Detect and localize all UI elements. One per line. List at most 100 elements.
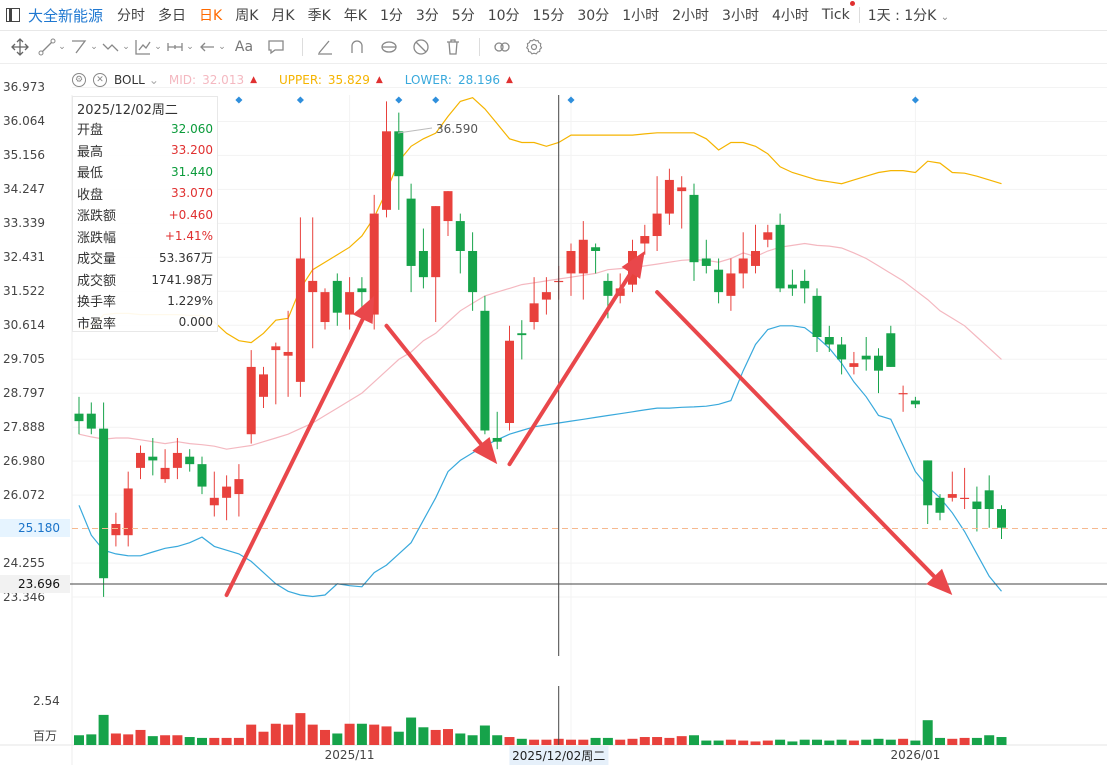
- crosshair-icon[interactable]: [6, 35, 34, 59]
- period-tab[interactable]: 年K: [343, 8, 367, 24]
- volume-bar: [455, 733, 466, 745]
- symbol-name[interactable]: 大全新能源: [28, 6, 104, 25]
- volume-bar: [947, 738, 958, 745]
- candle-body: [74, 413, 84, 422]
- period-tab[interactable]: 3小时: [722, 8, 759, 24]
- info-row: 最高 33.200: [73, 140, 217, 162]
- candle-body: [382, 131, 391, 210]
- volume-bar: [344, 723, 355, 745]
- candle-body: [332, 280, 342, 313]
- period-tab[interactable]: 周K: [235, 8, 259, 24]
- lower-value: 28.196: [457, 73, 500, 87]
- measure-icon[interactable]: ⌄: [166, 35, 194, 59]
- candle-body: [123, 488, 133, 536]
- candle-body: [308, 280, 318, 293]
- panel-toggle-icon[interactable]: [6, 8, 20, 22]
- volume-bar: [479, 725, 490, 745]
- chevron-down-icon: ⌄: [122, 42, 130, 52]
- volume-bar: [504, 737, 515, 745]
- eye-icon[interactable]: [375, 35, 403, 59]
- indicator-name[interactable]: BOLL: [114, 73, 145, 87]
- settings-icon[interactable]: [520, 35, 548, 59]
- price-tick: 28.797: [3, 386, 45, 401]
- note-icon[interactable]: [262, 35, 290, 59]
- info-row: 最低 31.440: [73, 161, 217, 183]
- info-row: 涨跌幅 +1.41%: [73, 226, 217, 248]
- volume-bar: [996, 737, 1007, 745]
- period-select[interactable]: 1天 : 1分K ⌄: [868, 5, 949, 25]
- price-tick: 33.339: [3, 216, 45, 231]
- chevron-down-icon: ⌄: [90, 42, 98, 52]
- period-tab[interactable]: 分时: [117, 8, 146, 24]
- trend-line-icon[interactable]: ⌄: [38, 35, 66, 59]
- polyline-icon[interactable]: ⌄: [70, 35, 98, 59]
- candle-body: [566, 250, 576, 274]
- volume-bar: [984, 735, 995, 745]
- period-tab[interactable]: Tick: [821, 1, 855, 23]
- info-label: 涨跌额: [77, 209, 117, 225]
- period-tab[interactable]: 30分: [577, 8, 610, 24]
- price-tick: 23.346: [3, 590, 45, 605]
- candle-body: [320, 292, 330, 323]
- wave-icon[interactable]: ⌄: [102, 35, 130, 59]
- volume-bar: [74, 735, 84, 745]
- candle-body: [517, 333, 527, 336]
- candle-body: [947, 494, 957, 498]
- info-row: 开盘 32.060: [73, 118, 217, 140]
- candle-body: [751, 250, 760, 266]
- volume-bar: [406, 717, 417, 745]
- candle-body: [160, 467, 170, 480]
- close-icon[interactable]: ✕: [93, 73, 107, 87]
- volume-bar: [812, 739, 822, 745]
- candle-body: [259, 374, 268, 397]
- period-tab[interactable]: 多日: [158, 8, 187, 24]
- info-label: 成交量: [77, 252, 117, 268]
- volume-bar: [147, 736, 158, 745]
- period-tab[interactable]: 月K: [271, 8, 295, 24]
- volume-bar: [713, 740, 724, 745]
- candle-body: [640, 236, 650, 244]
- period-tab[interactable]: 3分: [415, 8, 439, 24]
- gear-icon[interactable]: ⚙: [72, 73, 86, 87]
- arrow-icon[interactable]: ⌄: [198, 35, 226, 59]
- link-icon[interactable]: [488, 35, 516, 59]
- volume-bar: [664, 737, 675, 745]
- candle-body: [468, 250, 478, 293]
- period-tab[interactable]: 1小时: [622, 8, 660, 24]
- period-tab[interactable]: 10分: [487, 8, 520, 24]
- fib-icon[interactable]: ⌄: [134, 35, 162, 59]
- price-tick: 26.980: [3, 454, 45, 469]
- volume-bar: [332, 733, 343, 745]
- upper-value: 35.829: [327, 73, 370, 87]
- info-value: 31.440: [171, 164, 213, 179]
- volume-bar: [356, 723, 367, 745]
- trash-icon[interactable]: [439, 35, 467, 59]
- candle-body: [603, 280, 613, 296]
- period-tab[interactable]: 4小时: [771, 8, 809, 24]
- candle-body: [984, 490, 994, 510]
- volume-bar: [885, 739, 896, 745]
- period-tab[interactable]: 季K: [307, 8, 331, 24]
- chevron-down-icon: ⌄: [154, 42, 162, 52]
- pen-icon[interactable]: [311, 35, 339, 59]
- volume-bar: [959, 737, 970, 745]
- hide-icon[interactable]: [407, 35, 435, 59]
- period-tab[interactable]: 5分: [451, 8, 475, 24]
- volume-bar: [602, 737, 613, 745]
- info-row: 涨跌额 +0.460: [73, 204, 217, 226]
- info-row: 收盘 33.070: [73, 183, 217, 205]
- text-tool[interactable]: Aa: [234, 39, 254, 55]
- volume-bar: [971, 737, 982, 745]
- magnet-icon[interactable]: [343, 35, 371, 59]
- last-price-label: 25.180: [0, 519, 70, 538]
- event-marker-icon: [296, 96, 304, 104]
- candle-body: [406, 198, 416, 266]
- chevron-down-icon[interactable]: ⌄: [148, 73, 159, 87]
- period-tab[interactable]: 2小时: [672, 8, 710, 24]
- period-tab[interactable]: 1分: [379, 8, 403, 24]
- period-tab-active[interactable]: 日K: [199, 8, 223, 24]
- volume-bar: [578, 739, 589, 745]
- volume-bar: [541, 739, 552, 745]
- period-tab[interactable]: 15分: [532, 8, 565, 24]
